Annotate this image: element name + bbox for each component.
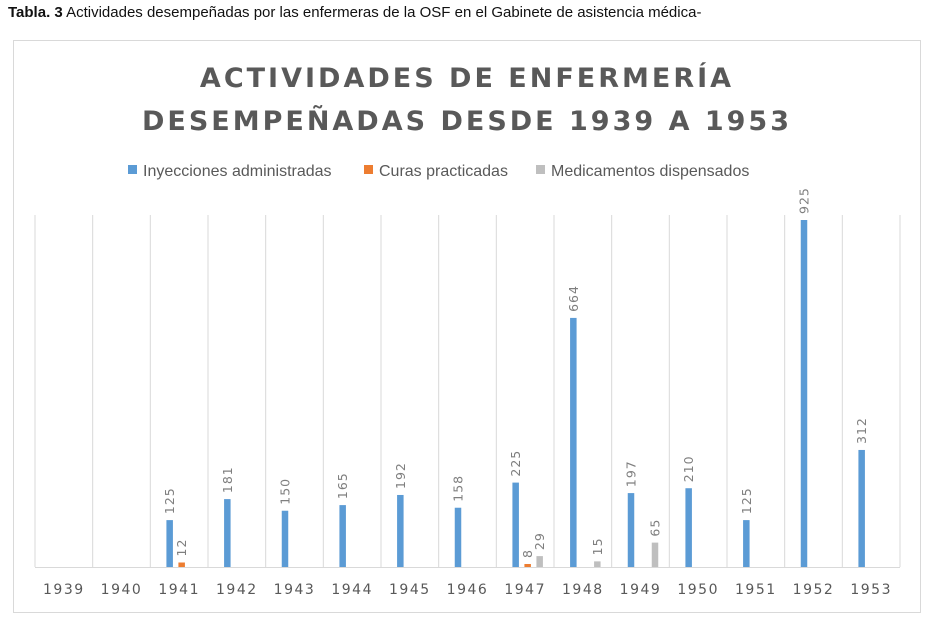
bar-1947-series-2 bbox=[536, 556, 543, 567]
chart-legend: Inyecciones administradas Curas practicad… bbox=[128, 163, 749, 180]
data-label: 125 bbox=[162, 487, 177, 514]
data-label: 192 bbox=[393, 462, 408, 489]
x-tick-label: 1943 bbox=[274, 582, 316, 598]
legend-entry-0: Inyecciones administradas bbox=[143, 163, 332, 180]
legend-swatch-0 bbox=[128, 165, 137, 174]
data-label: 158 bbox=[451, 475, 466, 502]
data-label: 65 bbox=[648, 519, 663, 537]
bar-1952-series-0 bbox=[800, 220, 808, 567]
data-label: 15 bbox=[590, 537, 605, 555]
x-tick-label: 1950 bbox=[677, 582, 719, 598]
x-tick-label: 1949 bbox=[620, 582, 662, 598]
bar-1944-series-0 bbox=[339, 505, 346, 567]
data-label: 312 bbox=[854, 417, 869, 444]
x-tick-label: 1940 bbox=[101, 582, 143, 598]
bar-1951-series-0 bbox=[743, 520, 750, 567]
bar-1942-series-0 bbox=[224, 499, 231, 567]
data-label: 12 bbox=[174, 539, 189, 557]
bar-1946-series-0 bbox=[454, 507, 462, 567]
x-tick-label: 1945 bbox=[389, 582, 431, 598]
x-tick-label: 1948 bbox=[562, 582, 604, 598]
x-tick-label: 1947 bbox=[504, 582, 546, 598]
data-label: 150 bbox=[278, 478, 293, 505]
bar-1948-series-2 bbox=[594, 561, 601, 567]
data-label: 664 bbox=[566, 285, 581, 312]
legend-swatch-2 bbox=[536, 165, 545, 174]
bar-1949-series-0 bbox=[627, 493, 635, 567]
bar-1953-series-0 bbox=[858, 449, 865, 567]
chart-frame bbox=[13, 40, 921, 613]
caption-label: Tabla. 3 bbox=[8, 4, 63, 21]
bar-1947-series-1 bbox=[524, 563, 531, 567]
data-label: 165 bbox=[335, 472, 350, 499]
data-label: 125 bbox=[739, 487, 754, 514]
x-axis: 1939 1940 1941 1942 1943 1944 1945 1946 1947 1948… bbox=[43, 582, 892, 598]
x-tick-label: 1952 bbox=[793, 582, 835, 598]
x-tick-label: 1942 bbox=[216, 582, 258, 598]
bar-1947-series-0 bbox=[512, 482, 519, 567]
legend-entry-1: Curas practicadas bbox=[379, 163, 508, 180]
data-label: 925 bbox=[797, 187, 812, 214]
data-label: 181 bbox=[220, 466, 235, 493]
data-label: 210 bbox=[681, 455, 696, 482]
data-label: 8 bbox=[520, 549, 535, 558]
chart-title-line-2: DESEMPEÑADAS DESDE 1939 A 1953 bbox=[142, 105, 792, 137]
caption-text: Actividades desempeñadas por las enferme… bbox=[62, 4, 702, 21]
bar-1949-series-2 bbox=[651, 542, 659, 567]
bar-1945-series-0 bbox=[397, 494, 404, 567]
chart-title-line-1: ACTIVIDADES DE ENFERMERÍA bbox=[200, 62, 734, 94]
data-label: 29 bbox=[532, 532, 547, 550]
legend-swatch-1 bbox=[364, 165, 373, 174]
bar-1948-series-0 bbox=[570, 317, 577, 567]
table-caption: Tabla. 3 Actividades desempeñadas por la… bbox=[8, 4, 701, 21]
x-tick-label: 1946 bbox=[447, 582, 489, 598]
x-tick-label: 1944 bbox=[331, 582, 373, 598]
x-tick-label: 1951 bbox=[735, 582, 777, 598]
x-tick-label: 1953 bbox=[850, 582, 892, 598]
x-tick-label: 1941 bbox=[158, 582, 200, 598]
chart-bars bbox=[166, 220, 865, 567]
x-tick-label: 1939 bbox=[43, 582, 85, 598]
data-label: 225 bbox=[508, 450, 523, 477]
bar-1941-series-1 bbox=[178, 562, 185, 567]
bar-1943-series-0 bbox=[281, 510, 289, 567]
bar-1950-series-0 bbox=[685, 488, 692, 567]
legend-entry-2: Medicamentos dispensados bbox=[551, 163, 749, 180]
bar-1941-series-0 bbox=[166, 520, 173, 567]
data-label: 197 bbox=[624, 460, 639, 487]
chart-grid bbox=[34, 215, 901, 568]
